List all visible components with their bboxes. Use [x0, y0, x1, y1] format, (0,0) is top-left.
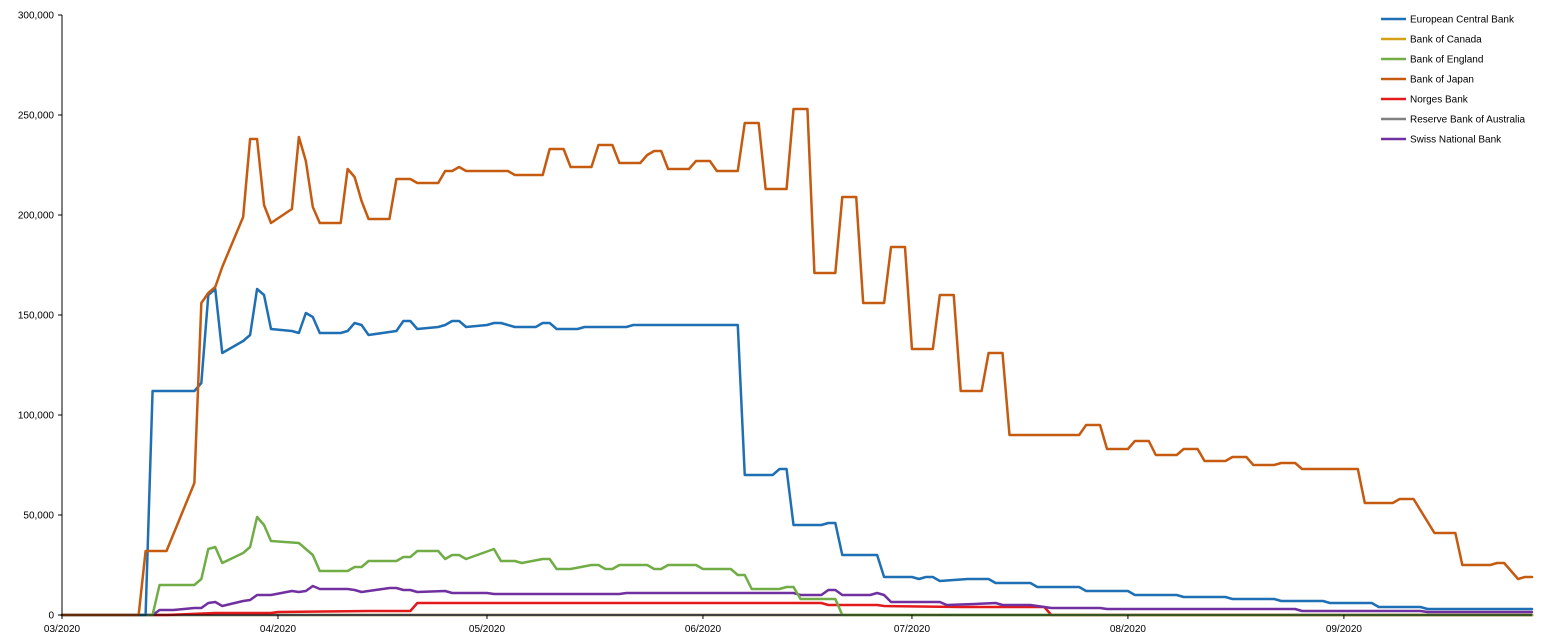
legend-label: Reserve Bank of Australia — [1410, 115, 1525, 126]
y-axis-ticks: 0 50,000 100,000 150,000 200,000 250,000 300,0… — [18, 11, 62, 622]
x-tick-label: 03/2020 — [44, 624, 81, 635]
legend-label: Bank of Japan — [1410, 75, 1474, 86]
series-line-bank-of-japan — [60, 107, 1534, 617]
legend-label: Swiss National Bank — [1410, 135, 1502, 146]
x-tick-label: 05/2020 — [469, 624, 506, 635]
legend: European Central Bank Bank of Canada Bank … — [1381, 15, 1525, 146]
y-tick-label: 250,000 — [18, 111, 55, 122]
x-tick-label: 08/2020 — [1110, 624, 1147, 635]
y-tick-label: 0 — [48, 611, 54, 622]
y-tick-label: 200,000 — [18, 211, 55, 222]
legend-label: Bank of England — [1410, 55, 1483, 66]
y-tick-label: 100,000 — [18, 411, 55, 422]
legend-label: Bank of Canada — [1410, 35, 1482, 46]
x-tick-label: 06/2020 — [685, 624, 722, 635]
legend-label: European Central Bank — [1410, 15, 1515, 26]
x-axis-ticks: 03/2020 04/2020 05/2020 06/2020 07/2020 08/20… — [44, 615, 1362, 635]
x-tick-label: 07/2020 — [894, 624, 931, 635]
series-line-bank-of-england — [60, 515, 1534, 617]
x-tick-label: 09/2020 — [1326, 624, 1363, 635]
legend-label: Norges Bank — [1410, 95, 1469, 106]
y-tick-label: 150,000 — [18, 311, 55, 322]
series-line-swiss-national-bank — [60, 584, 1534, 617]
series-line-european-central-bank — [60, 287, 1534, 617]
y-tick-label: 50,000 — [23, 511, 54, 522]
x-tick-label: 04/2020 — [260, 624, 297, 635]
series-line-norges-bank — [60, 601, 1534, 617]
plot-lines — [60, 107, 1534, 617]
y-tick-label: 300,000 — [18, 11, 55, 22]
